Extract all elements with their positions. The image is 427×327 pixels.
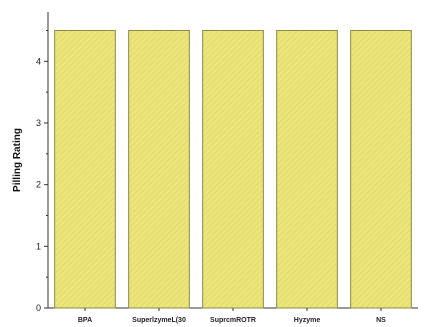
x-tick-label: Hyzyme	[294, 317, 321, 324]
y-ticks: 0 1 2 3 4	[36, 30, 48, 313]
x-tick-labels: BPA SuperlzymeL(30 SuprcmROTR Hyzyme NS	[78, 308, 386, 324]
y-tick-label: 4	[36, 56, 41, 66]
y-tick-label: 2	[36, 180, 41, 190]
x-tick-label: NS	[376, 317, 386, 324]
bar-4	[350, 30, 412, 309]
x-tick-label: SuperlzymeL(30	[132, 317, 186, 324]
bar-3	[276, 30, 338, 309]
x-tick-label: BPA	[78, 317, 92, 324]
bar-2	[202, 30, 264, 309]
bars	[54, 30, 412, 309]
y-axis-title: Pilling Rating	[12, 128, 23, 192]
y-tick-label: 0	[36, 303, 41, 313]
bar-0	[54, 30, 116, 309]
x-tick-label: SuprcmROTR	[210, 317, 256, 324]
y-tick-label: 3	[36, 118, 41, 128]
bar-1	[128, 30, 190, 309]
y-tick-label: 1	[36, 241, 41, 251]
